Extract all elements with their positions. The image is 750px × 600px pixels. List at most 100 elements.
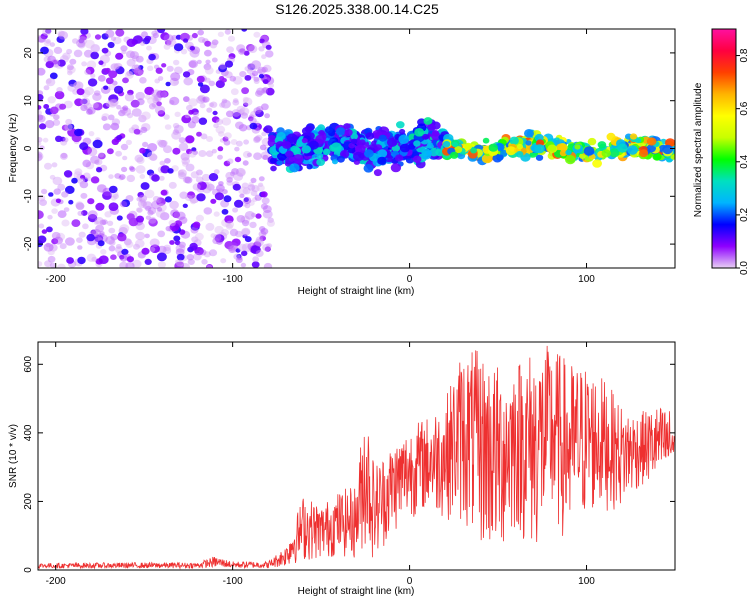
spectrogram-cell	[151, 200, 162, 210]
spectrogram-cell	[135, 222, 145, 231]
spectrogram-cell	[156, 209, 166, 218]
spectrogram-cell	[322, 148, 331, 156]
spectrogram-cell	[131, 108, 142, 117]
spectrogram-cell	[119, 254, 128, 262]
spectrogram-cell	[482, 137, 490, 144]
spectrogram-cell	[98, 255, 109, 264]
spectrogram-cell	[144, 233, 150, 239]
spectrogram-cell	[57, 263, 66, 268]
spectrogram-cell	[45, 77, 56, 87]
spectrogram-cell	[227, 246, 233, 252]
spectrogram-cell	[119, 224, 130, 233]
spectrogram-cell	[199, 103, 206, 109]
spectrogram-cell	[45, 120, 55, 129]
spectrogram-cell	[126, 58, 136, 67]
spectrogram-cell	[232, 207, 239, 213]
colorbar-tick-label: 0.6	[739, 101, 750, 115]
spectrogram-cell	[38, 114, 44, 121]
spectrogram-cell	[164, 124, 172, 130]
spectrogram-cell	[159, 160, 166, 166]
spectrogram-cell	[157, 261, 166, 268]
snr-series-line	[38, 345, 675, 570]
spectrogram-cell	[178, 170, 184, 176]
spectrogram-cell	[66, 257, 74, 264]
spectrogram-cell	[165, 81, 171, 87]
spectrogram-cell	[233, 172, 244, 181]
spectrogram-cell	[236, 255, 243, 261]
spectrogram-cell	[574, 144, 581, 150]
spectrogram-cell	[135, 91, 145, 101]
spectrogram-cell	[85, 161, 95, 170]
spectrogram-cell	[160, 212, 170, 221]
spectrogram-cell	[141, 31, 148, 38]
spectrogram-cell	[183, 96, 190, 103]
spectrogram-cell	[261, 131, 267, 137]
spectrogram-cell	[262, 64, 272, 73]
spectrogram-cell	[253, 107, 262, 115]
spectrogram-cell	[139, 174, 146, 179]
spectrogram-cell	[138, 194, 148, 203]
spectrogram-cell	[163, 145, 172, 154]
spectrogram-cell	[65, 185, 75, 194]
spectrogram-cell	[76, 88, 85, 96]
spectrogram-cell	[133, 128, 141, 135]
spectrogram-cell	[163, 34, 174, 43]
spectrogram-cell	[61, 219, 70, 227]
spectrogram-cell	[212, 110, 218, 116]
spectrogram-cell	[266, 219, 275, 227]
spectrogram-cell	[88, 131, 95, 137]
spectrogram-cell	[86, 176, 93, 182]
spectrogram-cell	[255, 236, 264, 243]
spectrogram-cell	[166, 38, 177, 47]
spectrogram-cell	[222, 136, 229, 142]
spectrogram-cell	[208, 80, 215, 87]
spectrogram-cell	[363, 164, 374, 173]
spectrogram-cell	[53, 46, 63, 55]
spectrogram-cell	[255, 134, 263, 141]
spectrogram-cell	[211, 116, 220, 123]
spectrogram-cell	[90, 51, 99, 60]
spectrogram-cell	[206, 264, 213, 268]
spectrogram-cell	[155, 67, 163, 74]
spectrogram-cell	[208, 102, 214, 108]
spectrogram-cell	[481, 154, 493, 164]
spectrogram-cell	[86, 60, 97, 69]
spectrogram-cell	[102, 191, 112, 200]
spectrogram-cell	[101, 219, 108, 225]
spectrogram-cell	[239, 48, 246, 54]
spectrogram-cell	[253, 76, 260, 82]
spectrogram-cell	[241, 87, 250, 95]
spectrogram-cell	[152, 32, 159, 39]
spectrogram-cell	[141, 123, 151, 132]
spectrogram-cell	[243, 102, 249, 107]
spectrogram-cell	[258, 46, 265, 52]
spectrogram-cell	[247, 63, 253, 69]
spectrogram-cell	[108, 174, 114, 180]
spectrogram-cell	[141, 247, 150, 255]
spectrogram-cell	[51, 231, 61, 240]
spectrogram-cell	[243, 197, 249, 202]
spectrogram-cell	[216, 184, 225, 193]
spectrogram-cell	[198, 36, 206, 43]
spectrogram-cell	[75, 202, 85, 210]
spectrogram-cell	[168, 100, 175, 105]
spectrogram-cell	[315, 134, 326, 144]
spectrogram-cell	[87, 210, 98, 219]
spectrogram-cell	[204, 66, 214, 75]
spectrogram-cell	[240, 215, 250, 224]
spectrogram-cell	[316, 158, 325, 166]
spectrogram-cell	[214, 192, 224, 201]
spectrogram-cell	[84, 86, 94, 96]
spectrogram-cell	[121, 166, 128, 173]
chart-title: S126.2025.338.00.14.C25	[275, 1, 439, 17]
spectrogram-cell	[38, 67, 46, 76]
spectrogram-cell	[353, 151, 364, 162]
spectrogram-cell	[232, 99, 240, 106]
spectrogram-cell	[244, 66, 251, 72]
spectrogram-cell	[53, 236, 64, 245]
spectrogram-cell	[74, 98, 84, 107]
spectrogram-cell	[421, 133, 429, 140]
spectrogram-cell	[259, 38, 265, 44]
spectrogram-cell	[377, 156, 387, 165]
spectrogram-cell	[116, 104, 122, 110]
